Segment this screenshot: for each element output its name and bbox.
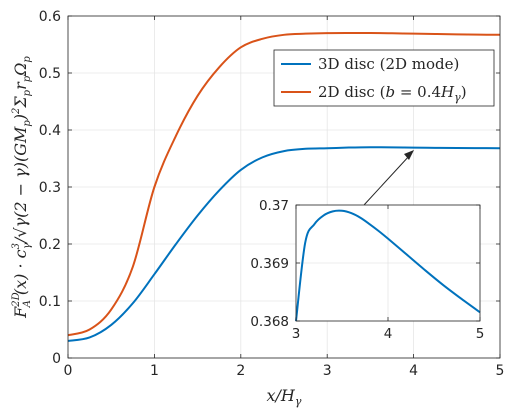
main-series-line-1 [67, 31, 501, 337]
main-x-tick-label-1: 1 [150, 363, 159, 379]
main-x-tick-label-2: 2 [236, 363, 245, 379]
main-ticks: 0 1 2 3 4 5 0 0.1 0.2 0.3 0.4 0.5 0.6 [39, 9, 505, 379]
legend-label-3d-disc: 3D disc (2D mode) [318, 55, 459, 73]
inset-y-tick-label-1: 0.369 [250, 256, 289, 272]
y-axis-label: F2DA(x) · c3γ/√γ(2 − γ)(GMp)2ΣprpΩp [11, 56, 33, 319]
inset-x-tick-label-2: 5 [476, 326, 485, 342]
x-axis-label: x/Hγ [267, 386, 302, 408]
main-y-tick-label-1: 0.1 [39, 294, 61, 310]
legend-box [273, 49, 495, 107]
inset-y-tick-label-2: 0.37 [259, 198, 289, 214]
main-y-tick-label-2: 0.2 [39, 237, 61, 253]
main-x-tick-label-0: 0 [64, 363, 73, 379]
main-y-tick-label-3: 0.3 [39, 180, 61, 196]
main-y-tick-label-6: 0.6 [39, 9, 61, 25]
svg-text:F2DA(x) · c3γ/√γ(2 − γ)(GMp)2Σ: F2DA(x) · c3γ/√γ(2 − γ)(GMp)2ΣprpΩp [11, 56, 33, 319]
inset-x-tick-label-0: 3 [292, 326, 301, 342]
main-x-tick-label-5: 5 [496, 363, 505, 379]
legend: 3D disc (2D mode) 2D disc (b = 0.4Hγ) [273, 49, 495, 107]
main-series-line-0 [67, 146, 501, 342]
main-y-tick-label-5: 0.5 [39, 66, 61, 82]
annotation-arrow [363, 150, 414, 206]
main-y-tick-label-4: 0.4 [39, 123, 61, 139]
inset-y-tick-label-0: 0.368 [250, 314, 289, 330]
main-series [67, 31, 501, 342]
inset-axes: 3 4 5 0.368 0.369 0.37 [250, 198, 484, 342]
inset-ticks: 3 4 5 0.368 0.369 0.37 [250, 198, 484, 342]
legend-label-2d-disc: 2D disc (b = 0.4Hγ) [318, 83, 467, 104]
main-x-tick-label-4: 4 [409, 363, 418, 379]
main-y-tick-label-0: 0 [52, 351, 61, 367]
main-x-tick-label-3: 3 [323, 363, 332, 379]
inset-series-line-0 [295, 209, 481, 322]
inset-series [295, 209, 481, 322]
inset-x-tick-label-1: 4 [384, 326, 393, 342]
